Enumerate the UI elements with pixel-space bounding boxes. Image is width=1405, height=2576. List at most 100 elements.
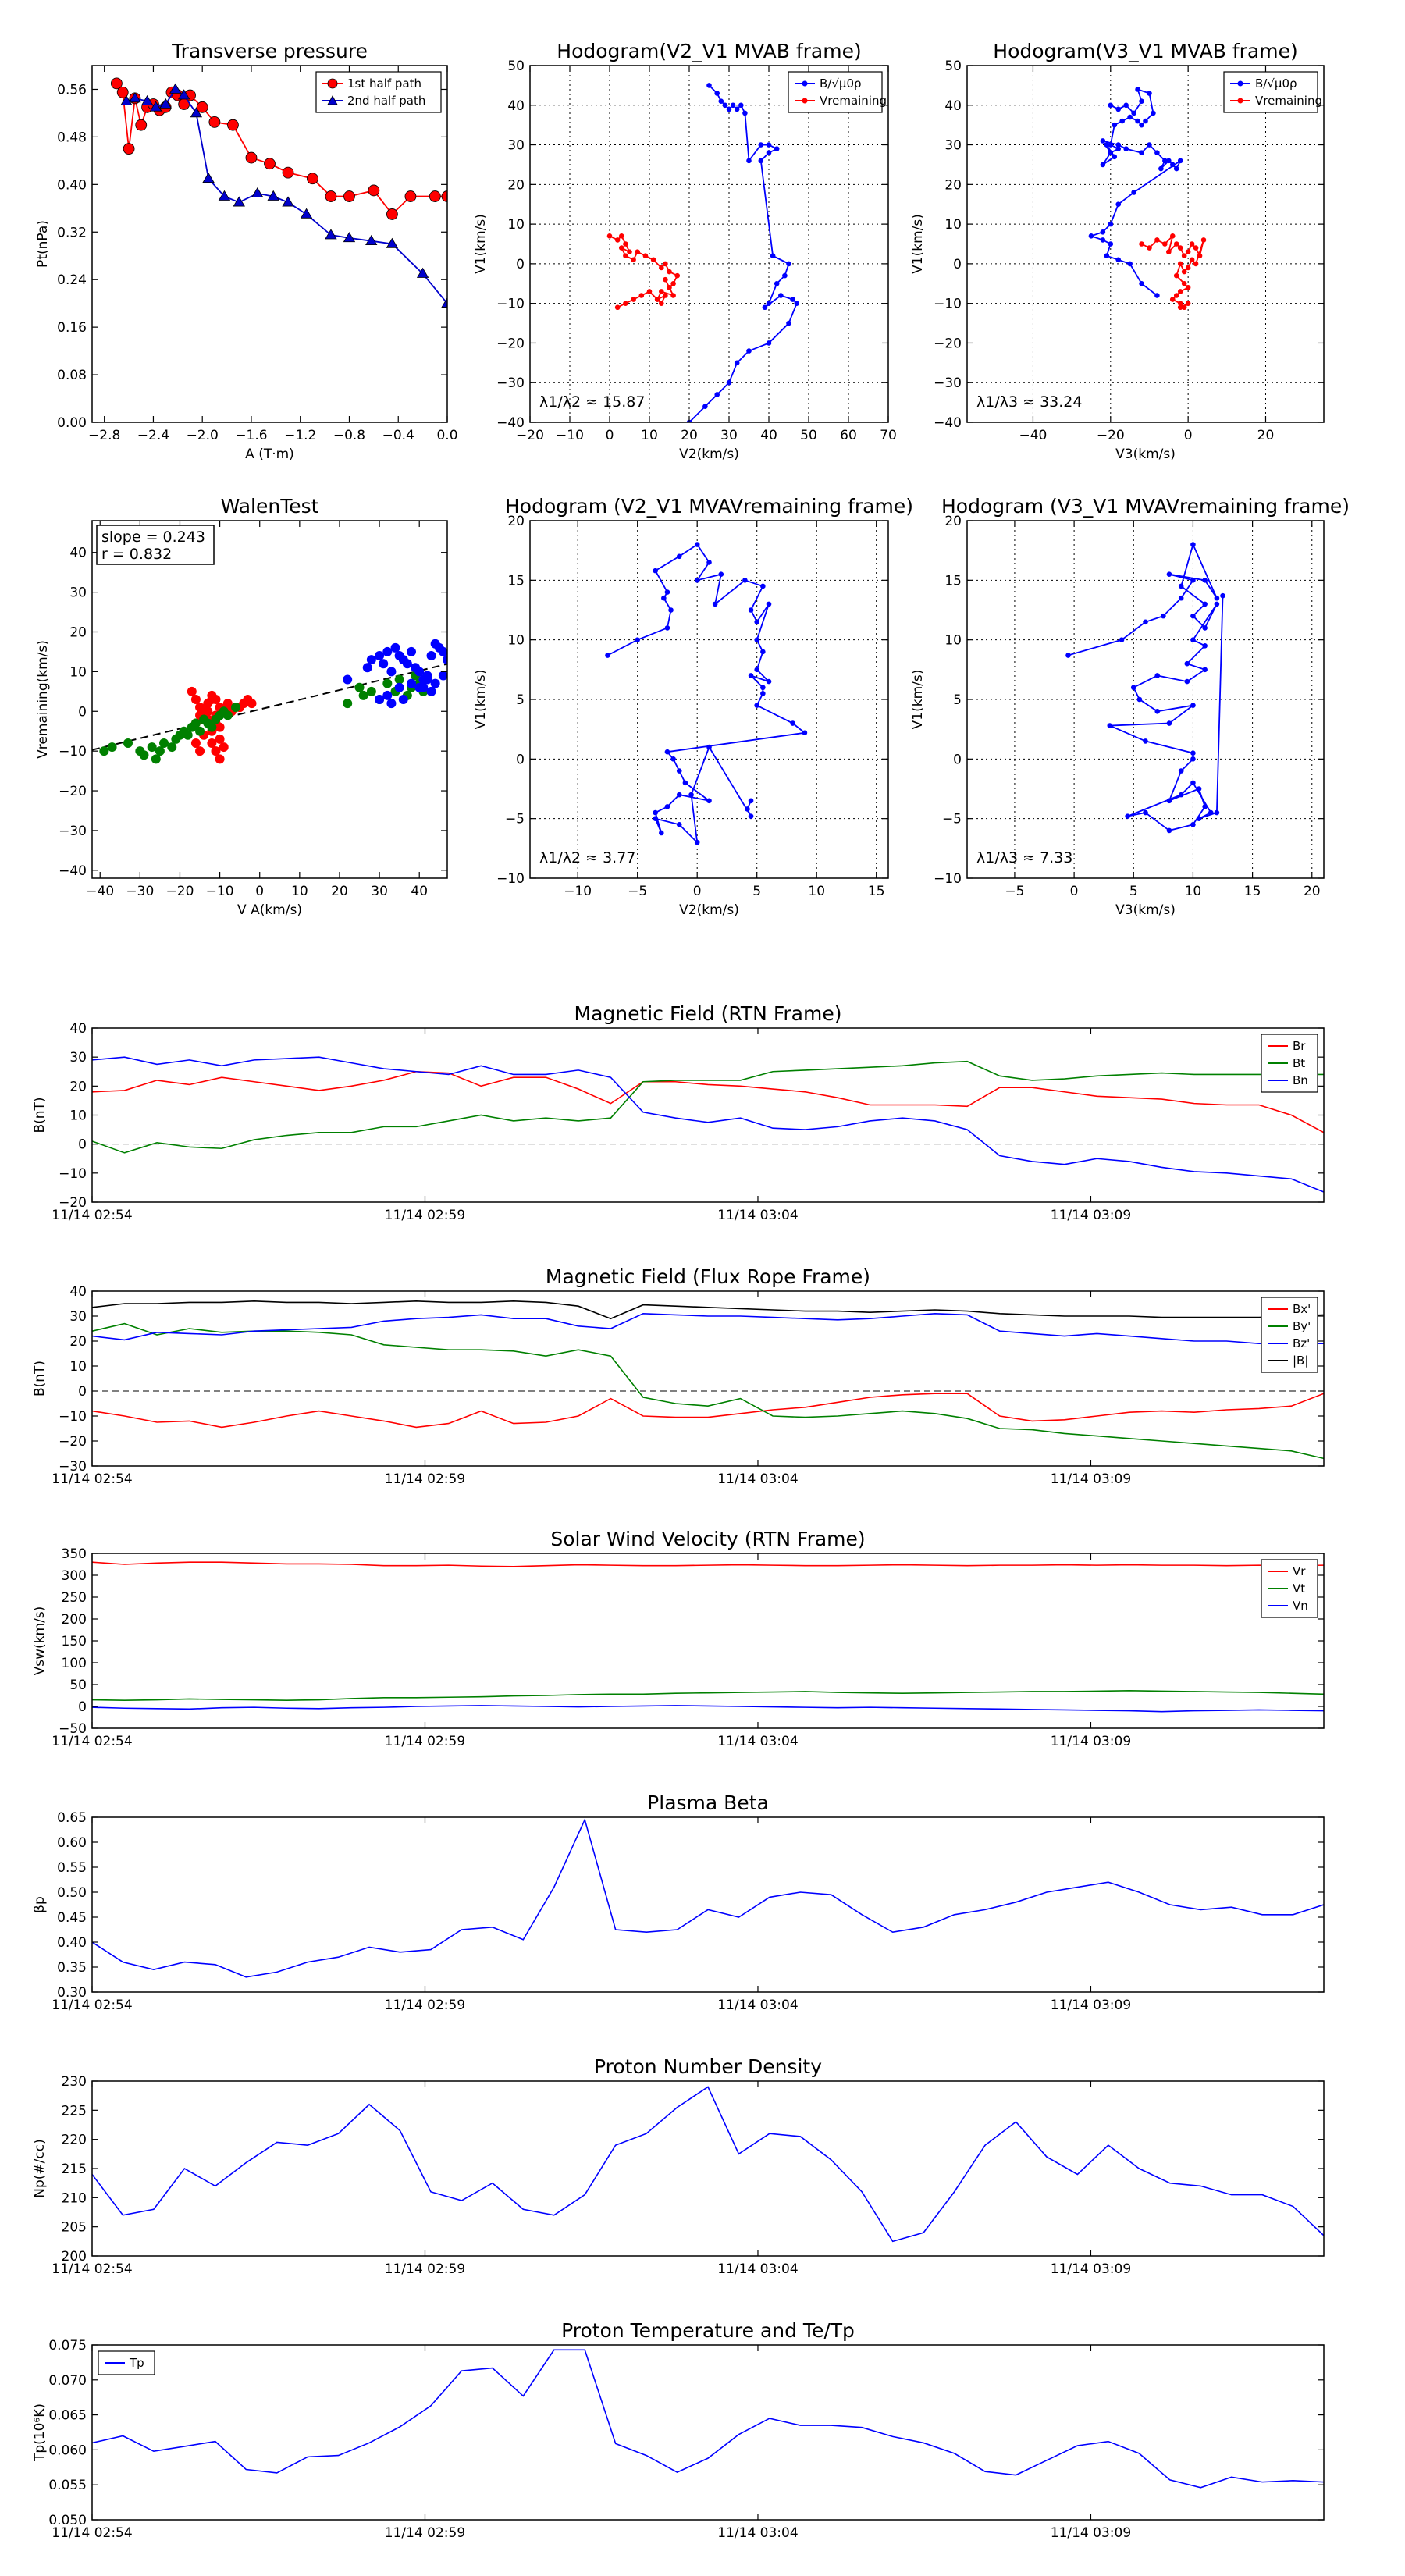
data-point xyxy=(1147,142,1152,148)
data-point xyxy=(195,726,205,736)
y-tick-label: 0.050 xyxy=(48,2513,87,2528)
data-point xyxy=(99,746,109,756)
x-tick-label: 11/14 03:09 xyxy=(1051,2261,1131,2277)
y-tick-label: 0.65 xyxy=(57,1810,87,1826)
x-tick-label: −0.8 xyxy=(333,428,365,443)
data-point-triangle xyxy=(177,89,190,100)
data-point xyxy=(443,655,447,665)
data-point xyxy=(682,780,688,786)
data-point xyxy=(1173,165,1179,172)
x-tick-label: 30 xyxy=(371,884,388,899)
data-point xyxy=(1200,237,1207,243)
data-point xyxy=(382,690,393,700)
data-point xyxy=(762,304,768,311)
data-point xyxy=(1202,578,1208,583)
data-point xyxy=(676,553,682,560)
y-tick-label: −10 xyxy=(59,744,87,760)
y-tick-label: 0.065 xyxy=(48,2408,87,2424)
axes-frame xyxy=(966,65,1325,423)
y-tick-label: 0.50 xyxy=(57,1885,87,1901)
data-point xyxy=(748,673,754,678)
series-line-2 xyxy=(92,1056,1324,1193)
data-point xyxy=(219,742,229,753)
data-point xyxy=(786,320,791,326)
data-point-circle xyxy=(135,119,148,131)
data-point xyxy=(151,754,161,764)
y-tick-label: 0.40 xyxy=(57,1935,87,1951)
data-point xyxy=(366,686,376,696)
data-point xyxy=(1178,595,1184,601)
x-tick-label: −2.4 xyxy=(137,428,169,443)
chart-title: Magnetic Field (Flux Rope Frame) xyxy=(546,1265,870,1288)
data-point-triangle xyxy=(202,172,215,183)
data-point xyxy=(754,619,759,625)
y-tick-label: 0 xyxy=(953,257,962,272)
data-point xyxy=(642,253,649,259)
x-tick-label: 15 xyxy=(868,884,885,899)
data-point xyxy=(1173,272,1179,279)
data-point xyxy=(1115,257,1122,263)
fit-line xyxy=(92,663,447,751)
y-tick-label: 0.16 xyxy=(57,320,87,336)
data-point xyxy=(1196,786,1202,792)
data-point xyxy=(1178,583,1184,589)
legend-marker xyxy=(1237,80,1243,87)
y-tick-label: 300 xyxy=(62,1568,87,1584)
chart-h2: −40 −20 0 20 −40 −30 −20 −10 0 10 20 30 40 50 Hodogram… xyxy=(910,40,1325,462)
y-tick-label: 5 xyxy=(953,692,962,708)
legend-box xyxy=(1223,71,1318,113)
x-tick-label: 11/14 02:54 xyxy=(52,1208,132,1223)
chart-tp: −2.8 −2.4 −2.0 −1.6 −1.2 −0.8 −0.4 0.0 0.00 0.08 0… xyxy=(35,40,458,462)
data-point xyxy=(748,798,754,804)
data-point xyxy=(1181,280,1187,286)
x-tick-label: 11/14 02:59 xyxy=(385,1734,465,1749)
data-point xyxy=(623,241,628,247)
y-tick-label: 30 xyxy=(69,1050,87,1066)
data-point xyxy=(1190,750,1196,756)
y-tick-label: 0.56 xyxy=(57,82,87,98)
data-point xyxy=(663,293,668,298)
y-tick-label: 10 xyxy=(69,664,87,680)
data-point xyxy=(1185,301,1191,306)
chart-title: Hodogram(V2_V1 MVAB frame) xyxy=(557,40,861,62)
data-point xyxy=(1202,667,1208,673)
data-point xyxy=(402,659,412,669)
data-point xyxy=(159,738,169,748)
y-tick-label: 150 xyxy=(62,1634,87,1649)
y-tick-label: 100 xyxy=(62,1656,87,1671)
data-point xyxy=(1178,792,1184,798)
data-point xyxy=(714,91,720,96)
axes-frame xyxy=(91,520,448,879)
data-point xyxy=(1108,241,1114,247)
data-point xyxy=(1154,237,1160,243)
data-point xyxy=(1185,285,1191,290)
x-tick-label: 30 xyxy=(720,428,738,443)
y-tick-label: 30 xyxy=(69,585,87,601)
series-line-1 xyxy=(92,1322,1324,1460)
series-line-0 xyxy=(688,84,798,422)
y-tick-label: −20 xyxy=(934,336,962,351)
data-point xyxy=(207,695,217,704)
chart-title: Plasma Beta xyxy=(647,1791,769,1814)
y-tick-label: 0.060 xyxy=(48,2443,87,2458)
data-point xyxy=(1135,87,1140,92)
data-point xyxy=(794,301,799,306)
data-point xyxy=(766,150,772,156)
y-tick-label: 20 xyxy=(69,1334,87,1350)
data-point xyxy=(215,754,225,764)
data-point xyxy=(1119,118,1125,124)
chart-beta: 11/14 02:54 11/14 02:59 11/14 03:04 11/14 0… xyxy=(32,1791,1325,2013)
y-axis-label: V1(km/s) xyxy=(473,214,489,274)
data-point xyxy=(790,297,795,302)
series-line-1 xyxy=(92,1060,1324,1154)
x-tick-label: 5 xyxy=(752,884,761,899)
y-tick-label: 20 xyxy=(69,1079,87,1094)
x-tick-label: 11/14 03:09 xyxy=(1051,1471,1131,1487)
data-point-circle xyxy=(116,86,129,98)
data-point-circle xyxy=(227,119,239,131)
chart-title: Transverse pressure xyxy=(171,40,368,62)
y-tick-label: 10 xyxy=(69,1108,87,1124)
data-point xyxy=(406,646,416,656)
data-point-triangle xyxy=(386,237,399,248)
annotation-line: r = 0.832 xyxy=(101,546,172,563)
